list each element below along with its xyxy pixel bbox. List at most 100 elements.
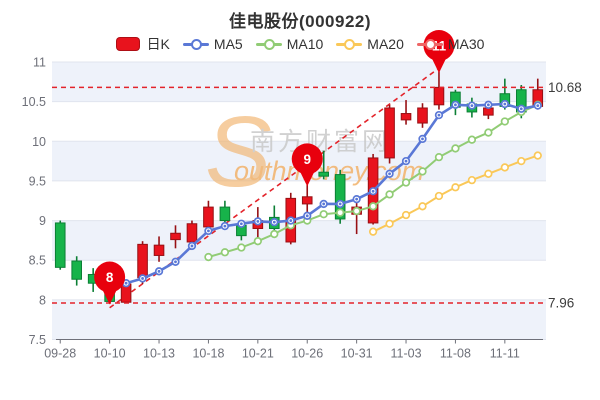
ma5-marker-dot <box>355 197 359 201</box>
legend-label: MA20 <box>367 36 404 52</box>
candle-6 <box>153 236 165 262</box>
x-tick-label: 10-13 <box>143 347 175 361</box>
ma5-marker-dot <box>174 260 177 264</box>
ma10-marker <box>434 152 444 162</box>
candle-0 <box>54 220 66 270</box>
x-tick-label: 11-11 <box>490 347 520 361</box>
candle-body <box>483 107 494 116</box>
legend-item-ma5[interactable]: MA5 <box>182 36 243 52</box>
ma5-line <box>121 99 542 288</box>
ma5-marker-dot <box>239 222 243 226</box>
ma10-marker <box>336 208 345 217</box>
y-tick-label: 10.5 <box>22 95 46 109</box>
ma20-marker <box>451 183 460 192</box>
ma20-marker <box>484 169 493 178</box>
legend-label: 日K <box>146 36 170 52</box>
x-tick-label: 11-08 <box>440 347 471 361</box>
ma10-marker <box>352 206 361 216</box>
candle-body <box>203 206 214 228</box>
watermark-en-text: outhmoney.com <box>234 156 424 186</box>
pin-label: 8 <box>106 270 114 285</box>
ma10-marker <box>451 144 460 153</box>
candle-body <box>400 113 412 121</box>
watermark-s-icon: S <box>205 96 272 208</box>
ma10-marker <box>237 243 246 252</box>
x-tick-label: 09-28 <box>44 347 76 361</box>
ma10-marker <box>253 237 262 246</box>
ref-label-max: 10.68 <box>548 80 582 95</box>
ma5-marker-dot <box>289 219 293 222</box>
ma20-marker <box>467 175 477 185</box>
ma5-marker-dot <box>305 214 309 218</box>
candle-15 <box>301 184 313 216</box>
ma5-marker-dot <box>470 104 474 108</box>
candle-body <box>384 107 395 159</box>
plot-band <box>52 220 546 261</box>
candle-16 <box>318 150 329 180</box>
legend-item-ma30[interactable]: MA30 <box>416 36 485 52</box>
ma5-marker-dot <box>371 189 375 193</box>
legend-item-日k[interactable]: 日K <box>115 34 170 54</box>
ma5-marker-dot <box>157 269 161 273</box>
ma5-marker-dot <box>272 220 276 224</box>
ma5-marker-dot <box>486 103 490 107</box>
legend-item-ma10[interactable]: MA10 <box>255 36 324 52</box>
ma5-marker-dot <box>124 281 128 285</box>
ma10-marker <box>270 229 279 239</box>
ma5-marker-dot <box>223 224 227 228</box>
candle-body <box>334 174 346 220</box>
candle-body <box>186 223 198 243</box>
y-tick-label: 9 <box>39 214 46 228</box>
trendline <box>109 65 443 309</box>
candle-8 <box>186 220 198 245</box>
ma5-marker-dot <box>503 102 507 106</box>
ma10-marker <box>401 178 411 187</box>
chart-legend: 日K MA5 MA10 MA20 MA30 <box>0 33 600 55</box>
candle-21 <box>400 100 412 125</box>
plot-band <box>52 62 546 102</box>
ma5-marker-dot <box>519 107 523 111</box>
ma5-marker-dot <box>388 172 391 176</box>
legend-label: MA10 <box>286 36 324 52</box>
legend-line-icon <box>182 37 209 51</box>
candle-1 <box>71 256 83 286</box>
x-tick-label: 11-03 <box>391 347 422 361</box>
candle-23 <box>433 71 445 110</box>
pin-label: 9 <box>303 152 311 167</box>
ma10-marker <box>385 190 394 199</box>
candle-body <box>219 206 231 222</box>
candle-20 <box>384 104 395 164</box>
legend-candle-icon <box>115 37 142 51</box>
ref-label-min: 7.96 <box>548 296 574 311</box>
ma10-marker <box>418 167 427 176</box>
x-tick-label: 10-18 <box>192 347 224 361</box>
ma20-marker <box>368 227 378 236</box>
candle-body <box>433 86 445 106</box>
ma10-marker <box>220 248 230 257</box>
x-tick-label: 10-21 <box>242 347 274 361</box>
y-tick-label: 8.5 <box>29 254 46 268</box>
ma20-marker <box>533 151 542 160</box>
candle-body <box>54 222 66 268</box>
ma10-marker <box>204 252 213 262</box>
ma20-marker <box>385 219 394 228</box>
ma5-marker-dot <box>536 104 540 108</box>
candle-7 <box>170 225 181 249</box>
legend-label: MA5 <box>213 36 243 52</box>
ma5-marker-dot <box>256 219 260 223</box>
y-tick-label: 11 <box>33 56 46 70</box>
marker-pin-8: 8 <box>94 261 126 305</box>
y-tick-label: 8 <box>39 293 46 307</box>
legend-line-icon <box>336 37 363 51</box>
y-tick-label: 7.5 <box>29 333 46 347</box>
page-title: 佳电股份(000922) <box>228 12 372 31</box>
ma5-marker-dot <box>322 202 326 206</box>
ma20-marker <box>418 202 427 211</box>
pin-bubble <box>291 143 323 175</box>
legend-item-ma20[interactable]: MA20 <box>336 36 404 52</box>
legend-label: MA30 <box>447 36 485 52</box>
ma10-marker <box>467 135 477 144</box>
ma10-marker <box>319 210 328 219</box>
marker-pin-9: 9 <box>291 143 323 187</box>
